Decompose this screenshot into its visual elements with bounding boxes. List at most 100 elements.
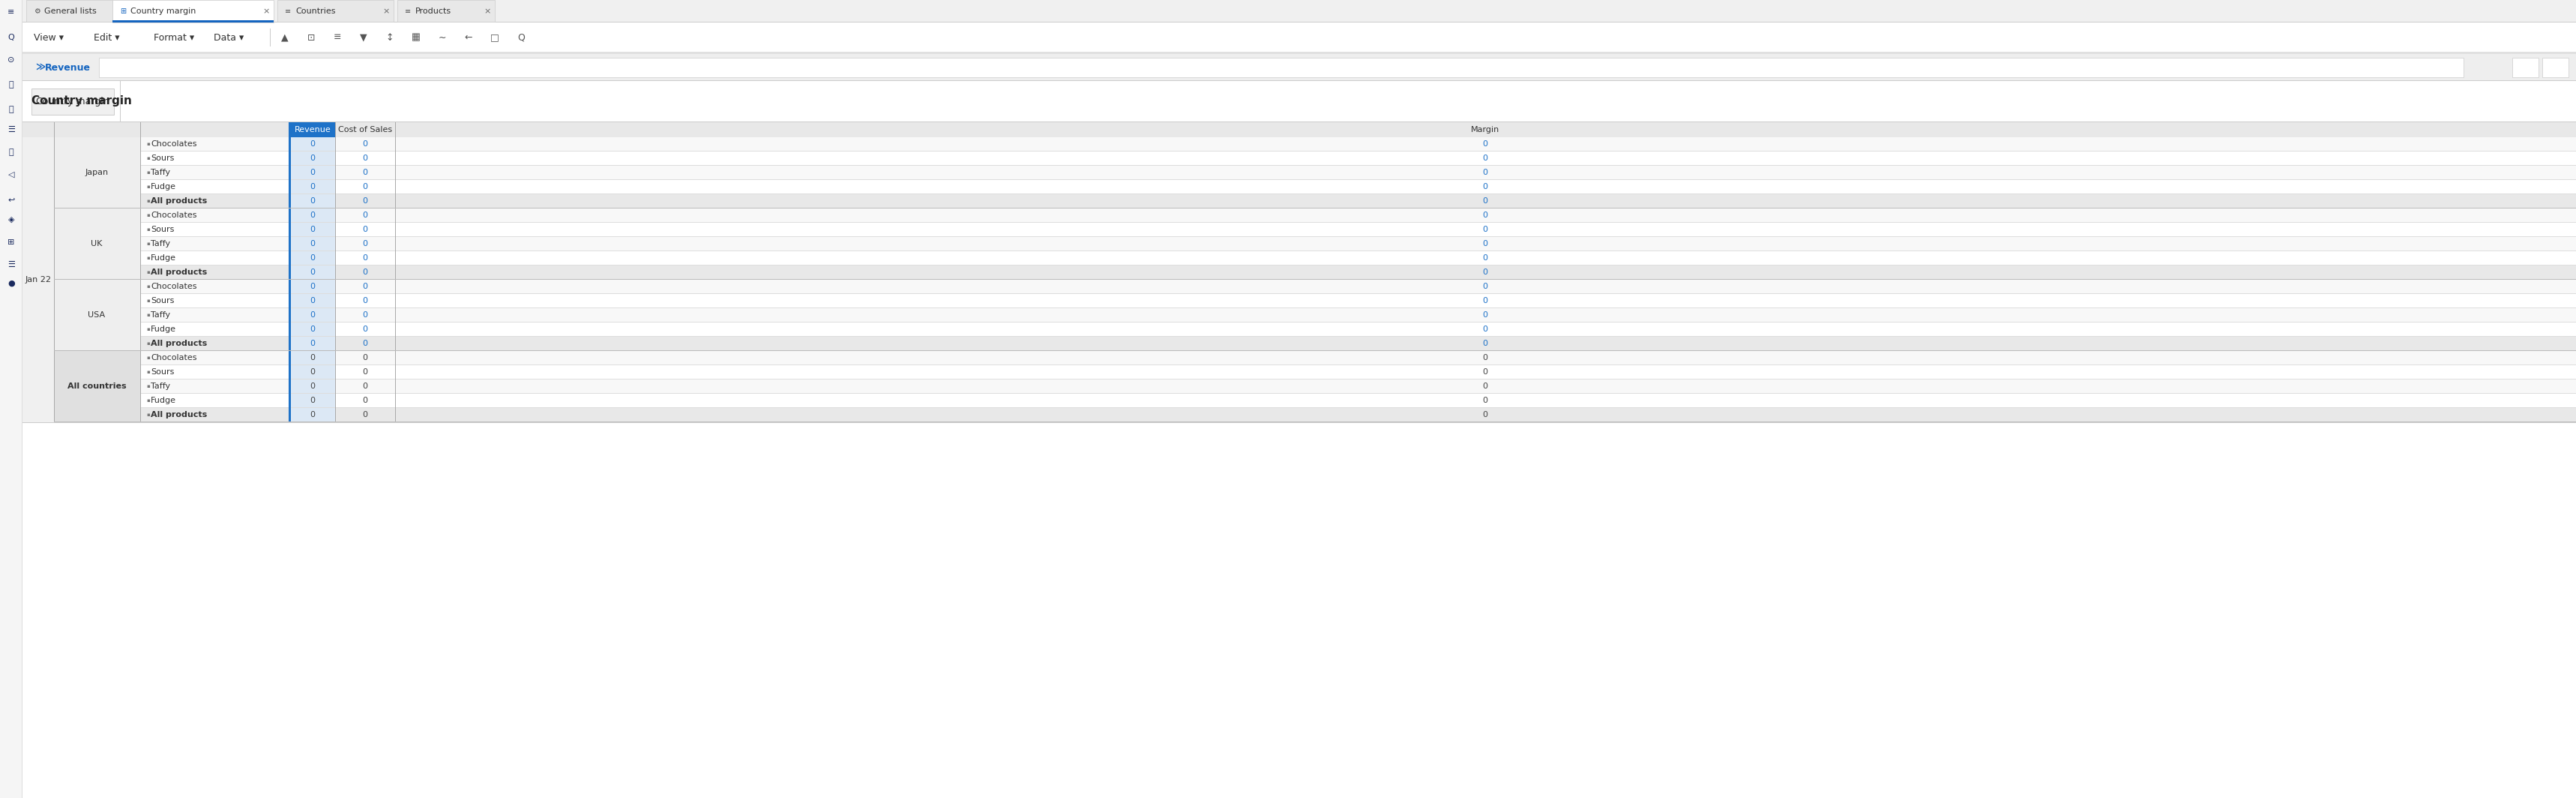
Text: ⊞: ⊞ bbox=[8, 239, 15, 246]
Text: 0: 0 bbox=[363, 311, 368, 318]
Text: ▪: ▪ bbox=[147, 313, 149, 318]
Text: ◈: ◈ bbox=[8, 216, 15, 223]
Text: 0: 0 bbox=[309, 226, 314, 233]
Bar bbox=[139, 351, 2576, 365]
Bar bbox=[54, 351, 139, 422]
Text: Taffy: Taffy bbox=[149, 311, 170, 318]
Text: ⊡: ⊡ bbox=[307, 33, 314, 42]
Text: 0: 0 bbox=[309, 326, 314, 333]
Bar bbox=[291, 380, 335, 393]
Text: Taffy: Taffy bbox=[149, 240, 170, 247]
Text: 0: 0 bbox=[309, 368, 314, 376]
Text: 0: 0 bbox=[1484, 240, 1489, 247]
Text: Q: Q bbox=[518, 33, 526, 42]
Text: Sours: Sours bbox=[149, 155, 175, 162]
Text: ▪: ▪ bbox=[147, 184, 149, 189]
Text: 0: 0 bbox=[1484, 268, 1489, 276]
Text: ▲: ▲ bbox=[281, 33, 289, 42]
Text: View ▾: View ▾ bbox=[33, 33, 64, 42]
Bar bbox=[23, 122, 2576, 137]
Text: 0: 0 bbox=[1484, 255, 1489, 262]
Text: 0: 0 bbox=[1484, 168, 1489, 176]
Bar bbox=[397, 0, 495, 22]
Text: Chocolates: Chocolates bbox=[149, 282, 196, 290]
Bar bbox=[139, 152, 2576, 166]
Text: Country margin: Country margin bbox=[36, 97, 108, 106]
Text: USA: USA bbox=[88, 311, 106, 318]
Text: ▪: ▪ bbox=[147, 255, 149, 260]
Text: ×: × bbox=[384, 7, 389, 15]
Text: Chocolates: Chocolates bbox=[149, 354, 196, 361]
Bar bbox=[291, 337, 335, 351]
Text: Fudge: Fudge bbox=[149, 183, 175, 191]
Text: Edit ▾: Edit ▾ bbox=[93, 33, 118, 42]
Text: 0: 0 bbox=[363, 183, 368, 191]
Bar bbox=[291, 223, 335, 237]
Text: ≫: ≫ bbox=[36, 62, 44, 73]
Text: 0: 0 bbox=[363, 397, 368, 405]
Text: Sours: Sours bbox=[149, 368, 175, 376]
Bar bbox=[139, 380, 2576, 393]
Bar bbox=[291, 194, 335, 208]
Text: ▼: ▼ bbox=[361, 33, 368, 42]
Text: All products: All products bbox=[149, 268, 206, 276]
Text: ☰: ☰ bbox=[8, 261, 15, 268]
Text: Format ▾: Format ▾ bbox=[155, 33, 193, 42]
Text: ▪: ▪ bbox=[147, 270, 149, 275]
Text: 0: 0 bbox=[1484, 140, 1489, 148]
Text: ⏱: ⏱ bbox=[8, 106, 13, 113]
Text: All products: All products bbox=[149, 411, 206, 418]
Text: 0: 0 bbox=[363, 140, 368, 148]
Text: Q: Q bbox=[8, 34, 15, 41]
Bar bbox=[139, 337, 2576, 351]
Text: ▪: ▪ bbox=[147, 413, 149, 417]
Bar bbox=[291, 294, 335, 308]
Text: ●: ● bbox=[8, 280, 15, 287]
Text: Country margin: Country margin bbox=[131, 7, 196, 15]
Bar bbox=[291, 322, 335, 337]
Bar bbox=[2543, 57, 2568, 77]
Bar bbox=[0, 0, 23, 798]
Text: All products: All products bbox=[149, 197, 206, 205]
Text: 0: 0 bbox=[363, 268, 368, 276]
Text: ≡: ≡ bbox=[8, 8, 15, 16]
Text: ⚙: ⚙ bbox=[33, 7, 41, 15]
Text: Data ▾: Data ▾ bbox=[214, 33, 245, 42]
Text: ▪: ▪ bbox=[147, 199, 149, 203]
Text: ▪: ▪ bbox=[147, 227, 149, 231]
Text: ▪: ▪ bbox=[147, 156, 149, 160]
Text: 0: 0 bbox=[1484, 397, 1489, 405]
Bar bbox=[23, 81, 2576, 122]
Text: ▪: ▪ bbox=[147, 342, 149, 346]
Text: Chocolates: Chocolates bbox=[149, 211, 196, 219]
Text: 0: 0 bbox=[1484, 382, 1489, 390]
Bar bbox=[139, 208, 2576, 223]
Text: 0: 0 bbox=[1484, 326, 1489, 333]
Bar bbox=[291, 208, 335, 223]
Text: ▪: ▪ bbox=[147, 369, 149, 374]
Text: ▪: ▪ bbox=[147, 327, 149, 331]
Text: Fudge: Fudge bbox=[149, 397, 175, 405]
Text: ▪: ▪ bbox=[147, 298, 149, 303]
Text: 0: 0 bbox=[1484, 368, 1489, 376]
Text: 0: 0 bbox=[363, 226, 368, 233]
Text: 0: 0 bbox=[363, 240, 368, 247]
Text: ▪: ▪ bbox=[147, 284, 149, 289]
Text: ⊞: ⊞ bbox=[121, 7, 126, 15]
Bar bbox=[139, 180, 2576, 194]
Bar bbox=[54, 280, 139, 351]
Bar bbox=[26, 0, 113, 22]
Bar bbox=[113, 0, 273, 22]
Text: 0: 0 bbox=[309, 183, 314, 191]
Text: 0: 0 bbox=[309, 311, 314, 318]
Bar bbox=[23, 137, 54, 422]
Bar bbox=[291, 308, 335, 322]
Bar bbox=[139, 308, 2576, 322]
Bar bbox=[139, 137, 2576, 152]
Bar bbox=[291, 393, 335, 408]
Text: 0: 0 bbox=[363, 255, 368, 262]
Bar bbox=[139, 166, 2576, 180]
Text: 0: 0 bbox=[1484, 297, 1489, 305]
Bar bbox=[139, 266, 2576, 280]
Text: ≡: ≡ bbox=[286, 7, 291, 15]
